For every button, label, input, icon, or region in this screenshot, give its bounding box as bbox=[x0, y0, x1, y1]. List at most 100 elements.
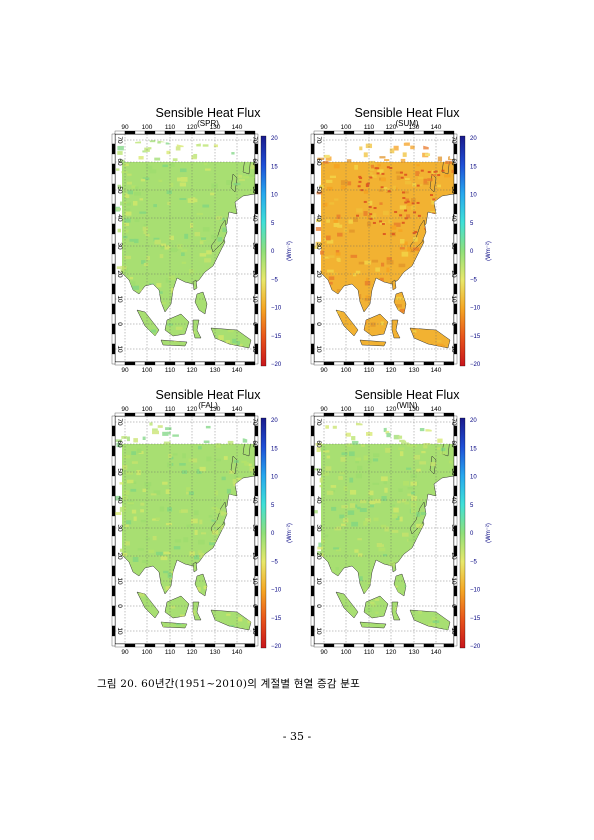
lat-tick-label: 30 bbox=[116, 242, 123, 250]
lat-tick-label: 60 bbox=[450, 440, 457, 448]
lat-tick-label: 10 bbox=[315, 627, 322, 635]
colorbar-tick-label: −5 bbox=[470, 277, 478, 283]
lon-tick-label: 130 bbox=[210, 367, 221, 374]
lon-tick-label: 100 bbox=[341, 649, 352, 656]
colorbar bbox=[260, 135, 267, 367]
lon-tick-label: 130 bbox=[210, 124, 221, 131]
lat-tick-label: 70 bbox=[251, 136, 258, 144]
panel-spr: 90 90 100 100 110 110 120 120 130 130 140 140 10 10 0 0… bbox=[108, 106, 308, 381]
lat-tick-label: 10 bbox=[315, 345, 322, 353]
lat-tick-label: 10 bbox=[251, 295, 258, 303]
colorbar-tick-label: 20 bbox=[271, 136, 278, 142]
lat-tick-label: 30 bbox=[450, 524, 457, 532]
land-mass bbox=[391, 601, 401, 621]
colorbar-tick-label: 15 bbox=[470, 164, 477, 170]
lat-tick-label: 10 bbox=[450, 345, 457, 353]
colorbar-tick-label: −10 bbox=[271, 588, 282, 594]
lat-tick-label: 60 bbox=[315, 440, 322, 448]
colorbar-tick-label: −20 bbox=[470, 362, 481, 368]
lat-tick-label: 10 bbox=[251, 627, 258, 635]
land-mass bbox=[359, 621, 387, 629]
panel-title: Sensible Heat Flux bbox=[354, 388, 460, 402]
colorbar-tick-label: −15 bbox=[470, 334, 481, 340]
lat-tick-label: 40 bbox=[116, 496, 123, 504]
panel-season-label: (FAL) bbox=[198, 401, 218, 410]
lon-tick-label: 140 bbox=[232, 649, 243, 656]
panel-fal: 90 90 100 100 110 110 120 120 130 130 140 140 10 10 0 0… bbox=[108, 388, 308, 663]
land-mass bbox=[164, 595, 190, 619]
lat-tick-label: 40 bbox=[251, 214, 258, 222]
colorbar bbox=[459, 417, 466, 649]
land-mass bbox=[122, 444, 256, 595]
land-mass bbox=[335, 591, 359, 619]
lon-tick-label: 90 bbox=[121, 649, 129, 656]
lat-tick-label: 60 bbox=[251, 158, 258, 166]
lon-tick-label: 110 bbox=[364, 124, 375, 131]
lon-tick-label: 120 bbox=[187, 367, 198, 374]
lat-tick-label: 50 bbox=[251, 186, 258, 194]
colorbar-tick-label: 20 bbox=[470, 136, 477, 142]
colorbar-tick-label: −10 bbox=[271, 306, 282, 312]
lon-tick-label: 100 bbox=[142, 649, 153, 656]
colorbar-tick-label: −10 bbox=[470, 588, 481, 594]
lat-tick-label: 30 bbox=[251, 242, 258, 250]
lat-tick-label: 20 bbox=[450, 552, 457, 560]
colorbar-tick-label: 15 bbox=[470, 446, 477, 452]
land-mass bbox=[335, 309, 359, 337]
lon-tick-label: 120 bbox=[386, 124, 397, 131]
lat-tick-label: 0 bbox=[450, 604, 457, 608]
lat-tick-label: 50 bbox=[450, 468, 457, 476]
lat-tick-label: 70 bbox=[450, 136, 457, 144]
lat-tick-label: 70 bbox=[450, 418, 457, 426]
colorbar-unit-label: (Wm⁻²) bbox=[287, 241, 293, 261]
colorbar-tick-label: −5 bbox=[271, 559, 279, 565]
lon-tick-label: 120 bbox=[386, 367, 397, 374]
lat-tick-label: 0 bbox=[450, 322, 457, 326]
lat-tick-label: 60 bbox=[251, 440, 258, 448]
lat-tick-label: 10 bbox=[116, 345, 123, 353]
figure-caption: 그림 20. 60년간(1951~2010)의 계절별 현열 증감 분포 bbox=[97, 678, 360, 690]
lon-tick-label: 140 bbox=[431, 367, 442, 374]
lon-tick-label: 110 bbox=[364, 367, 375, 374]
colorbar-unit-label: (Wm⁻²) bbox=[486, 241, 492, 261]
lat-tick-label: 40 bbox=[116, 214, 123, 222]
lon-tick-label: 100 bbox=[341, 124, 352, 131]
colorbar-unit-label: (Wm⁻²) bbox=[486, 523, 492, 543]
lat-tick-label: 0 bbox=[315, 322, 322, 326]
page-number: - 35 - bbox=[282, 730, 312, 743]
lon-tick-label: 140 bbox=[232, 406, 243, 413]
lat-tick-label: 70 bbox=[315, 136, 322, 144]
colorbar-tick-label: 20 bbox=[470, 418, 477, 424]
lon-tick-label: 110 bbox=[165, 649, 176, 656]
colorbar-tick-label: −20 bbox=[470, 644, 481, 650]
land-mass bbox=[192, 319, 202, 339]
lon-tick-label: 120 bbox=[386, 406, 397, 413]
lat-tick-label: 60 bbox=[315, 158, 322, 166]
lon-tick-label: 140 bbox=[431, 406, 442, 413]
lon-tick-label: 130 bbox=[210, 406, 221, 413]
lat-tick-label: 40 bbox=[315, 496, 322, 504]
lat-tick-label: 20 bbox=[315, 552, 322, 560]
lon-tick-label: 110 bbox=[165, 124, 176, 131]
colorbar-tick-label: 15 bbox=[271, 164, 278, 170]
panel-title: Sensible Heat Flux bbox=[155, 106, 261, 120]
lat-tick-label: 50 bbox=[116, 186, 123, 194]
colorbar-tick-label: −20 bbox=[271, 644, 282, 650]
lat-tick-label: 0 bbox=[116, 604, 123, 608]
lat-tick-label: 40 bbox=[450, 496, 457, 504]
land-mass bbox=[194, 291, 208, 315]
land-mass bbox=[242, 444, 251, 457]
lat-tick-label: 10 bbox=[450, 295, 457, 303]
lat-tick-label: 10 bbox=[315, 295, 322, 303]
lat-tick-label: 40 bbox=[450, 214, 457, 222]
lat-tick-label: 30 bbox=[116, 524, 123, 532]
lon-tick-label: 110 bbox=[165, 367, 176, 374]
lat-tick-label: 20 bbox=[116, 270, 123, 278]
land-mass bbox=[391, 319, 401, 339]
lon-tick-label: 90 bbox=[320, 367, 328, 374]
lon-tick-label: 100 bbox=[341, 367, 352, 374]
lat-tick-label: 10 bbox=[116, 627, 123, 635]
colorbar-unit-label: (Wm⁻²) bbox=[287, 523, 293, 543]
